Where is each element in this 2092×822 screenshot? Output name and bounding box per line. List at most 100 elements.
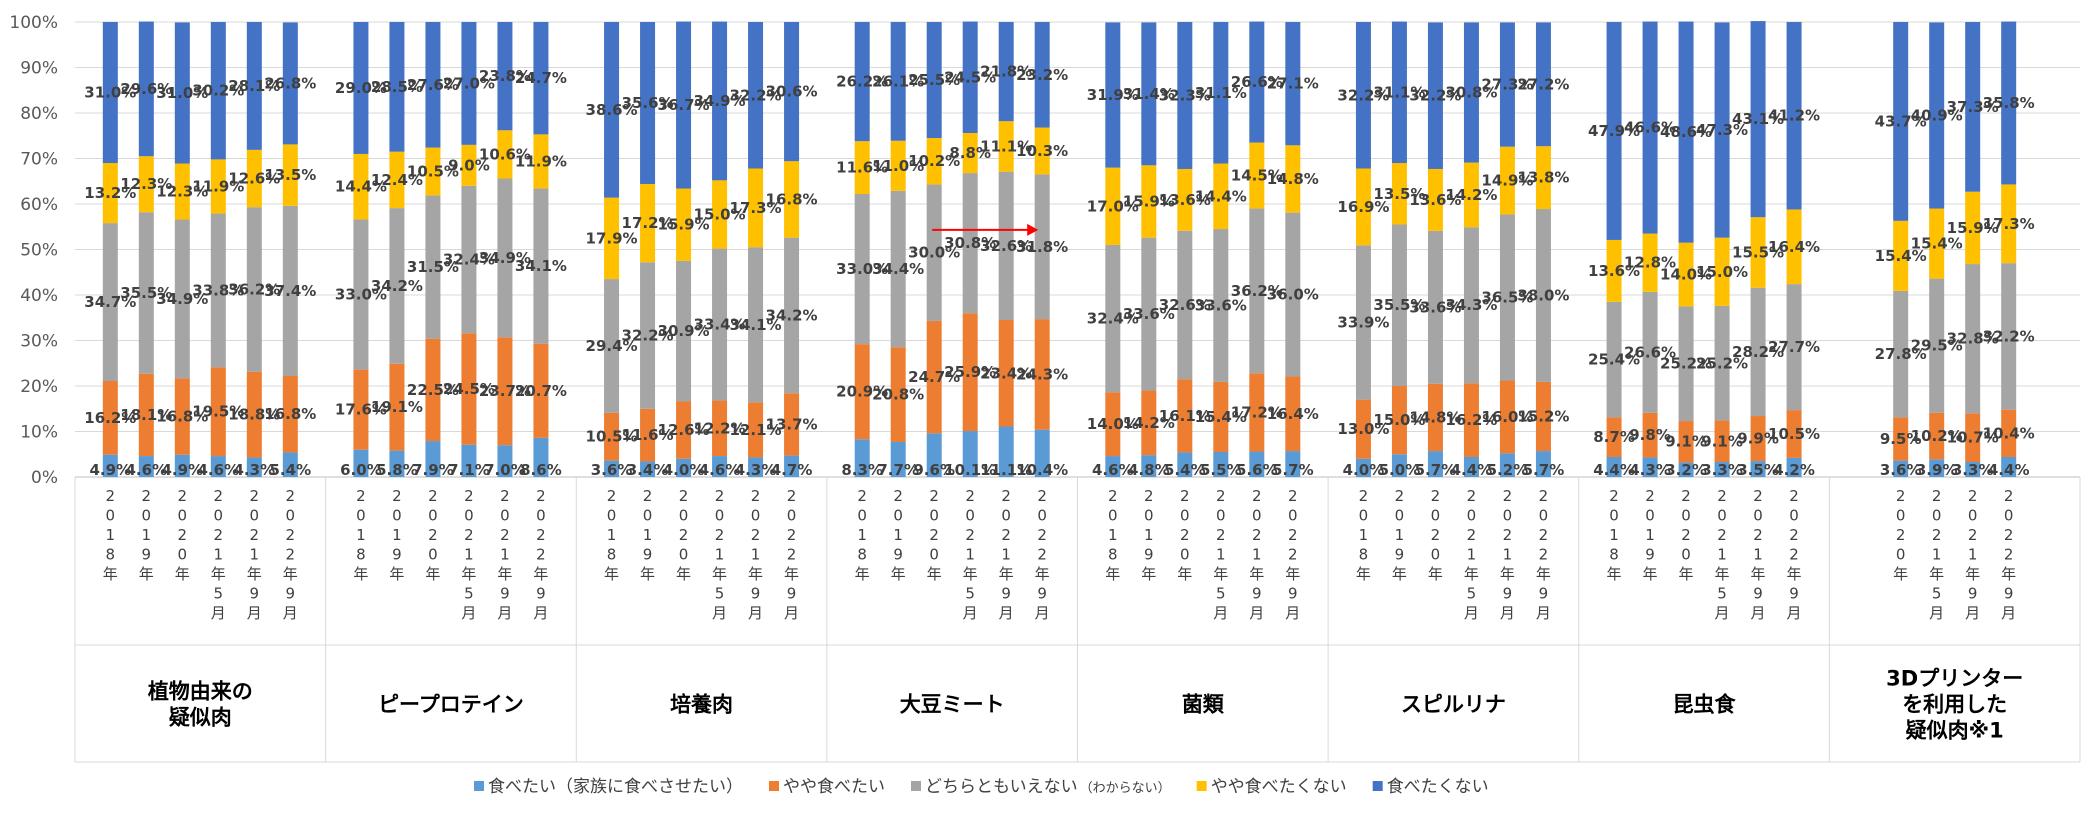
x-tick-char: 年 xyxy=(963,565,978,583)
data-label: 29.5% xyxy=(1911,337,1963,355)
data-label: 24.3% xyxy=(1016,365,1068,383)
data-label: 37.3% xyxy=(1947,98,1999,116)
data-label: 5.4% xyxy=(270,461,312,479)
x-tick-char: 月 xyxy=(2001,604,2016,622)
x-tick-char: 0 xyxy=(142,507,152,525)
x-tick-char: 2 xyxy=(500,526,510,544)
data-label: 14.2% xyxy=(1123,414,1175,432)
data-label: 15.9% xyxy=(658,216,710,234)
x-tick-char: 9 xyxy=(1753,585,1763,603)
data-label: 35.5% xyxy=(120,284,172,302)
bar-segment-4 xyxy=(1213,163,1229,230)
data-label: 32.6% xyxy=(980,237,1032,255)
data-label: 17.3% xyxy=(1983,215,2035,233)
bar-segment-4 xyxy=(1177,168,1193,231)
x-tick-char: 年 xyxy=(1715,565,1730,583)
data-label: 15.4% xyxy=(1875,247,1927,265)
data-label: 3.6% xyxy=(591,461,633,479)
bar-segment-2 xyxy=(2001,409,2017,457)
data-label: 9.6% xyxy=(913,461,955,479)
data-label: 5.4% xyxy=(1164,461,1206,479)
x-tick-char: 0 xyxy=(356,507,366,525)
bar-segment-2 xyxy=(1427,383,1443,452)
data-label: 35.6% xyxy=(622,94,674,112)
bar-segment-4 xyxy=(246,149,262,208)
x-tick-char: 8 xyxy=(106,546,116,564)
data-label: 33.6% xyxy=(1409,298,1461,316)
data-label: 12.3% xyxy=(156,182,208,200)
data-label: 10.7% xyxy=(1947,429,1999,447)
bar-segment-2 xyxy=(1213,381,1229,452)
x-tick-char: 2 xyxy=(286,526,296,544)
y-tick-label: 40% xyxy=(20,286,58,306)
bar-segment-5 xyxy=(1105,22,1121,168)
x-tick-char: 0 xyxy=(1968,507,1978,525)
x-tick-char: 2 xyxy=(1288,487,1298,505)
data-label: 24.5% xyxy=(944,68,996,86)
data-label: 28.5% xyxy=(371,78,423,96)
bar-segment-1 xyxy=(102,454,118,477)
x-tick-char: 0 xyxy=(106,507,116,525)
x-tick-char: 2 xyxy=(1395,487,1405,505)
bar-segment-4 xyxy=(1535,146,1551,210)
x-tick-char: 0 xyxy=(536,507,546,525)
x-tick-char: 1 xyxy=(857,526,867,544)
x-tick-char: 年 xyxy=(1464,565,1479,583)
bar-segment-4 xyxy=(353,153,369,220)
x-tick-char: 8 xyxy=(1108,546,1118,564)
bar-segment-1 xyxy=(533,437,549,477)
x-tick-char: 2 xyxy=(250,526,260,544)
x-tick-char: 年 xyxy=(139,565,154,583)
data-label: 23.4% xyxy=(980,364,1032,382)
bar-segment-4 xyxy=(748,168,764,248)
category-label: 植物由来の xyxy=(148,680,253,704)
x-tick-char: 2 xyxy=(1431,487,1441,505)
data-label: 9.5% xyxy=(1880,430,1922,448)
bar-segment-2 xyxy=(1141,390,1157,456)
bar-segment-1 xyxy=(712,456,728,477)
data-label: 3.3% xyxy=(1952,461,1994,479)
data-label: 11.6% xyxy=(622,426,674,444)
data-label: 32.2% xyxy=(1983,327,2035,345)
x-tick-char: 8 xyxy=(356,546,366,564)
x-tick-char: 1 xyxy=(1144,526,1154,544)
data-label: 29.4% xyxy=(586,337,638,355)
x-tick-char: 1 xyxy=(142,526,152,544)
category-label: 大豆ミート xyxy=(900,693,1005,717)
bar-segment-1 xyxy=(1249,451,1265,477)
data-label: 32.4% xyxy=(443,251,495,269)
data-label: 12.4% xyxy=(371,171,423,189)
x-tick-char: 2 xyxy=(464,526,474,544)
x-tick-char: 0 xyxy=(392,507,402,525)
data-label: 34.2% xyxy=(766,306,818,324)
bar-segment-3 xyxy=(353,219,369,370)
data-label: 4.3% xyxy=(234,461,276,479)
data-label: 7.7% xyxy=(877,461,919,479)
data-label: 36.2% xyxy=(1231,282,1283,300)
bar-segment-5 xyxy=(1786,22,1802,210)
data-label: 7.9% xyxy=(412,461,454,479)
x-tick-char: 月 xyxy=(1500,604,1515,622)
x-tick-char: 0 xyxy=(214,507,224,525)
data-label: 4.0% xyxy=(1343,461,1385,479)
data-label: 47.3% xyxy=(1696,121,1748,139)
x-tick-char: 年 xyxy=(1536,565,1551,583)
x-tick-char: 月 xyxy=(1787,604,1802,622)
bar-segment-2 xyxy=(425,338,441,442)
x-tick-char: 2 xyxy=(1252,526,1262,544)
bar-segment-1 xyxy=(784,455,800,477)
bar-segment-4 xyxy=(425,147,441,196)
x-tick-char: 年 xyxy=(1428,565,1443,583)
x-tick-char: 9 xyxy=(1395,546,1405,564)
legend-swatch xyxy=(1196,781,1207,791)
x-tick-char: 2 xyxy=(1216,487,1226,505)
bar-segment-1 xyxy=(1965,461,1981,477)
bar-segment-4 xyxy=(604,197,620,280)
bar-segment-3 xyxy=(1391,224,1407,386)
bar-segment-1 xyxy=(497,445,513,477)
x-tick-char: 0 xyxy=(1180,507,1190,525)
x-tick-char: 0 xyxy=(857,507,867,525)
data-label: 4.2% xyxy=(1773,461,1815,479)
x-tick-char: 2 xyxy=(500,487,510,505)
data-label: 33.6% xyxy=(1195,296,1247,314)
